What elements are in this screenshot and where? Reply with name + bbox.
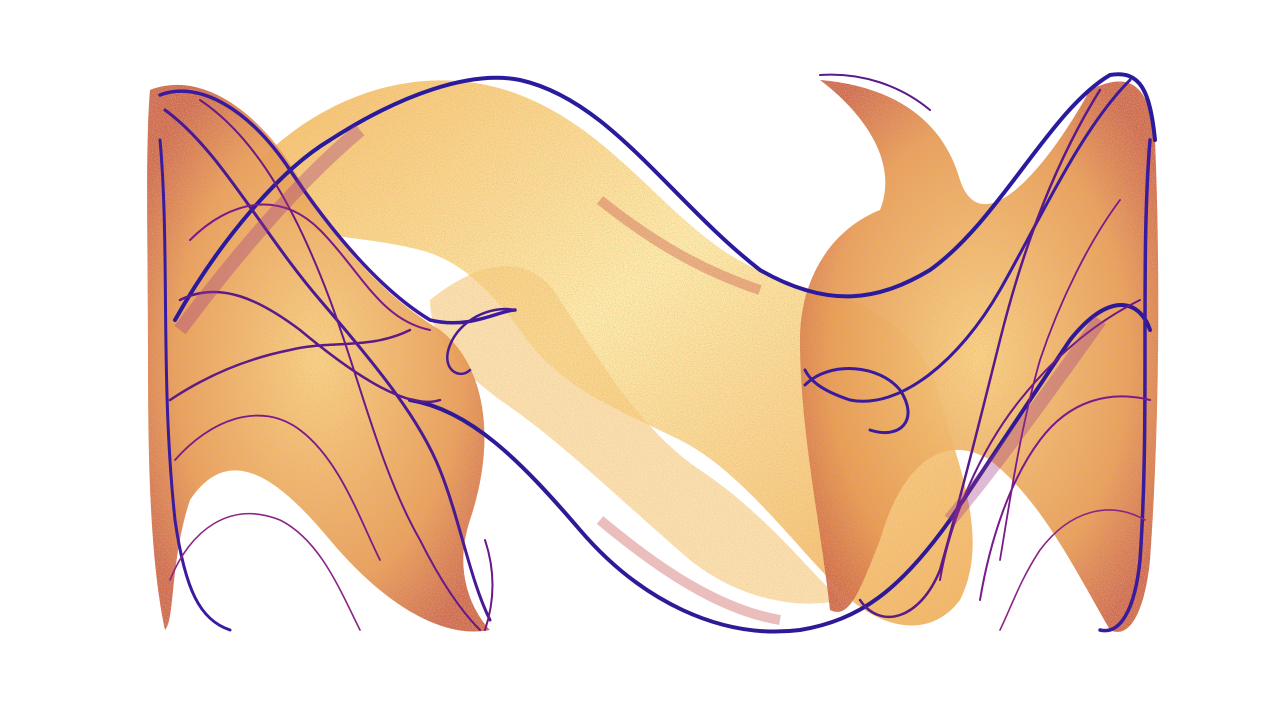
attractor-left-lobe [147,84,491,632]
attractor-center-band [260,80,973,626]
attractor-haze [174,124,1106,625]
attractor-filaments [158,72,1157,634]
attractor-right-lobe [800,80,1159,632]
